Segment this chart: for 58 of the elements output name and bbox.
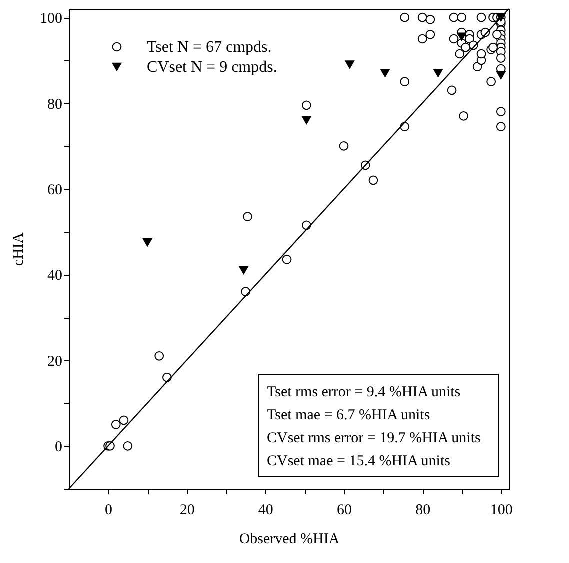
point xyxy=(154,351,164,361)
point xyxy=(302,116,312,125)
point xyxy=(400,12,410,22)
point xyxy=(496,122,506,132)
point xyxy=(418,34,428,44)
x-tick-label: 0 xyxy=(105,502,113,518)
point xyxy=(434,69,443,78)
y-axis-title: cHIA xyxy=(11,232,27,266)
point xyxy=(457,12,467,22)
point xyxy=(345,60,355,69)
point xyxy=(486,77,496,87)
point xyxy=(400,77,410,87)
point xyxy=(455,49,465,59)
point xyxy=(239,266,249,275)
x-tick-label: 60 xyxy=(337,502,352,518)
point xyxy=(339,141,349,151)
x-tick-label: 20 xyxy=(180,502,195,518)
annotation: CVset mae = 15.4 %HIA units xyxy=(267,454,451,470)
point xyxy=(119,416,129,426)
y-tick-label: 20 xyxy=(48,354,62,370)
x-tick-label: 80 xyxy=(416,502,431,518)
point xyxy=(476,49,486,59)
annotation: Tset rms error = 9.4 %HIA units xyxy=(267,384,461,400)
point xyxy=(496,54,506,63)
point xyxy=(111,420,121,430)
legend-label: CVset N = 9 cmpds. xyxy=(147,59,278,76)
point xyxy=(492,30,502,40)
point xyxy=(496,107,506,117)
y-tick-label: 60 xyxy=(48,182,62,198)
point xyxy=(380,69,390,78)
point xyxy=(426,30,436,40)
point xyxy=(418,12,428,22)
legend-label: Tset N = 67 cmpds. xyxy=(147,39,272,56)
point xyxy=(457,32,467,41)
point xyxy=(123,441,133,451)
point xyxy=(302,100,312,110)
point xyxy=(142,238,152,247)
point xyxy=(243,212,252,222)
point xyxy=(447,86,457,96)
y-tick-label: 100 xyxy=(40,11,62,28)
point xyxy=(282,255,292,264)
point xyxy=(426,15,436,24)
point xyxy=(459,111,469,121)
point xyxy=(461,42,470,52)
point xyxy=(488,42,498,52)
y-tick-label: 0 xyxy=(55,440,62,456)
x-tick-label: 40 xyxy=(258,502,274,518)
y-tick-label: 40 xyxy=(48,268,62,284)
point xyxy=(496,71,506,80)
x-axis-title: Observed %HIA xyxy=(239,532,340,548)
point xyxy=(449,34,459,44)
point xyxy=(476,12,486,22)
point xyxy=(368,176,378,186)
point xyxy=(449,12,459,22)
annotation: Tset mae = 6.7 %HIA units xyxy=(267,408,430,424)
annotation: CVset rms error = 19.7 %HIA units xyxy=(267,430,482,446)
x-tick-label: 100 xyxy=(490,502,513,518)
y-tick-label: 80 xyxy=(48,96,62,113)
